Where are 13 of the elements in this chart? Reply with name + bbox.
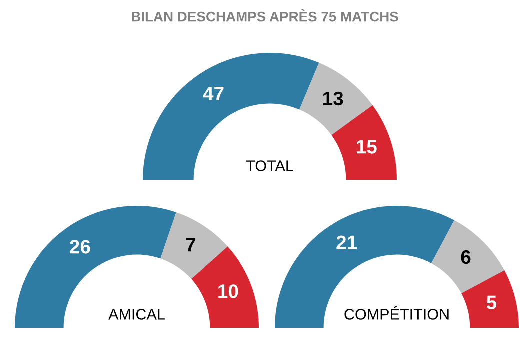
- data-label: 7: [186, 238, 196, 252]
- text: COMPÉTITION: [344, 306, 449, 320]
- data-label: 47: [203, 87, 224, 100]
- chart-title: BILAN DESCHAMPS APRÈS 75 MATCHS: [132, 9, 398, 22]
- text: TOTAL: [246, 160, 294, 172]
- data-label: 5: [486, 296, 497, 310]
- data-label: 13: [324, 92, 344, 106]
- text: AMICAL: [108, 309, 165, 320]
- data-label: 21: [336, 236, 358, 250]
- data-label: 6: [461, 250, 471, 264]
- data-label: 26: [70, 240, 90, 254]
- data-label: 15: [357, 140, 377, 154]
- data-label: 10: [218, 284, 238, 298]
